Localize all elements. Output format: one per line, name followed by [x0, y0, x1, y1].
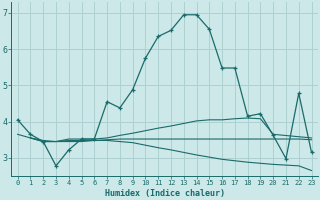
X-axis label: Humidex (Indice chaleur): Humidex (Indice chaleur) — [105, 189, 225, 198]
